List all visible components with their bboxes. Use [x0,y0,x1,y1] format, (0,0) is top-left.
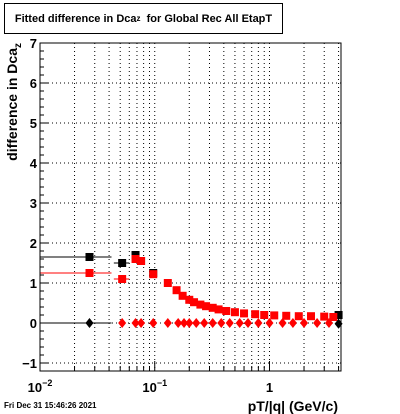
y-tick-label: 6 [30,76,37,91]
data-point-diamond [163,318,172,328]
data-point-diamond [225,318,234,328]
data-point-diamond [137,318,146,328]
data-point-diamond [265,318,274,328]
axis-ticks [39,42,340,372]
data-point-square [320,312,329,321]
x-tick-label-mantissa: 10 [28,380,42,395]
chart-title-subscript: z [136,14,141,23]
timestamp: Fri Dec 31 15:46:26 2021 [4,401,97,410]
data-point-square [118,259,127,267]
data-point-square [214,305,223,314]
data-point-square [282,311,291,320]
data-point-square [137,257,146,265]
data-point-square [329,313,338,321]
y-tick-label: 2 [30,236,37,251]
y-tick-label: 0 [30,316,37,331]
y-axis-label: difference in Dcaz [4,43,24,161]
data-point-diamond [180,318,189,328]
x-tick-label: 10−1 [142,378,167,395]
data-point-square [185,295,194,304]
data-point-square [85,253,94,261]
data-point-square [294,312,303,321]
data-point-square [208,303,217,312]
chart-title-prefix: Fitted difference in Dca [14,12,137,25]
data-point-square [270,311,279,320]
y-axis-label-main: difference in Dca [4,48,20,161]
x-tick-label-exponent: −2 [42,378,52,388]
y-tick-label: −1 [22,356,37,371]
data-point-square [131,255,140,263]
data-point-diamond [288,318,297,328]
data-point-diamond [192,318,201,328]
data-point-square [260,311,269,319]
data-point-diamond [118,318,127,328]
plot-frame [39,42,342,372]
y-tick-label: 7 [30,36,37,51]
data-point-diamond [200,318,209,328]
data-point-diamond [235,318,244,328]
data-point-square [118,275,127,283]
chart-title: Fitted difference in Dca z for Global Rec… [4,3,283,34]
data-point-diamond [174,318,183,328]
data-point-diamond [254,318,263,328]
data-point-square [196,300,205,309]
data-point-diamond [85,318,94,328]
data-point-square [222,307,231,315]
x-axis-label: pT/|q| (GeV/c) [248,398,338,414]
y-tick-label: 3 [30,196,37,211]
data-point-diamond [244,318,253,328]
data-point-square [149,270,158,279]
data-point-square [172,286,181,295]
data-point-square [334,311,343,319]
data-point-diamond [300,318,309,328]
data-point-square [202,302,211,311]
data-series [40,251,343,329]
y-tick-label: 1 [30,276,37,291]
data-point-square [306,312,315,321]
data-point-square [85,269,94,277]
data-point-square [240,309,249,318]
grid [40,42,341,371]
x-tick-label-mantissa: 10 [142,380,156,395]
data-point-square [178,291,187,300]
data-point-diamond [313,318,322,328]
y-tick-label: 4 [30,156,38,171]
x-tick-label: 10−2 [28,378,53,395]
y-axis-label-subscript: z [13,43,24,48]
data-point-square [190,298,199,307]
data-point-diamond [185,318,194,328]
data-point-diamond [149,318,158,328]
data-point-diamond [131,318,140,328]
chart-title-suffix: for Global Rec All EtapT [146,12,273,25]
data-point-diamond [278,318,287,328]
data-point-diamond [217,318,226,328]
data-point-diamond [324,318,333,328]
data-point-diamond [208,318,217,328]
data-point-square [163,279,172,287]
y-tick-label: 5 [30,116,37,131]
data-point-square [230,308,239,317]
x-tick-label-mantissa: 1 [266,380,273,395]
x-tick-label-exponent: −1 [157,378,167,388]
x-tick-label: 1 [266,380,273,395]
data-point-square [251,310,260,319]
